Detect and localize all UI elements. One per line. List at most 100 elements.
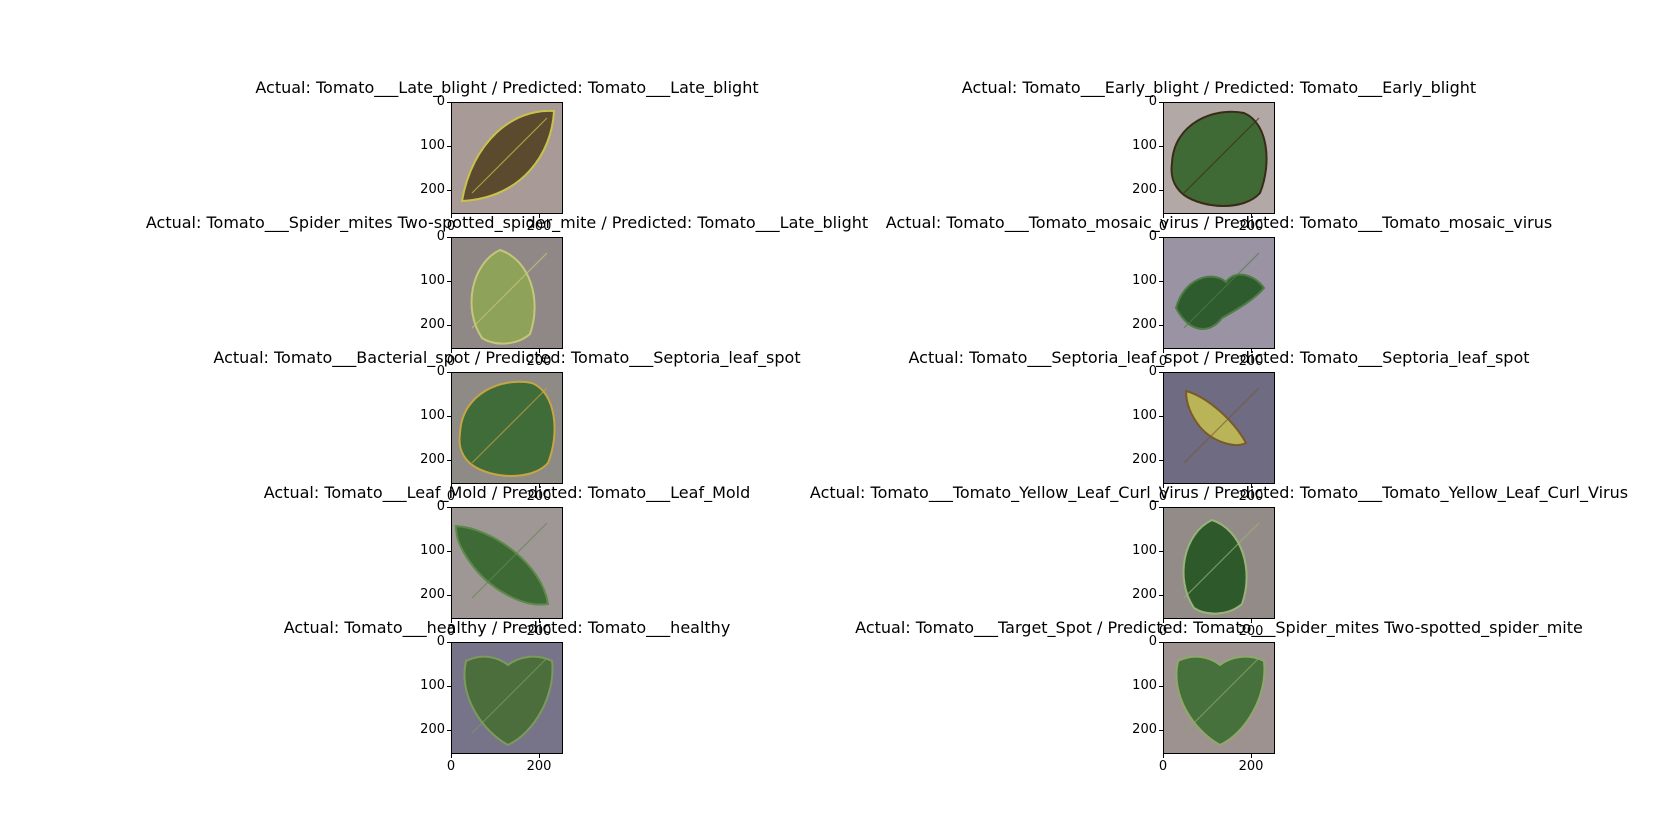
x-tick-mark xyxy=(451,214,452,218)
y-tick-label: 0 xyxy=(1148,229,1157,244)
y-tick-label: 100 xyxy=(420,678,445,693)
y-tick-mark xyxy=(1159,686,1163,687)
y-tick-mark xyxy=(447,686,451,687)
x-tick-mark xyxy=(539,214,540,218)
y-tick-mark xyxy=(447,507,451,508)
y-tick-mark xyxy=(1159,237,1163,238)
x-tick-mark xyxy=(1251,349,1252,353)
y-tick-label: 100 xyxy=(1132,543,1157,558)
leaf-vein xyxy=(1183,117,1260,194)
x-tick-label: 0 xyxy=(1158,354,1168,369)
x-tick-label: 200 xyxy=(526,219,552,234)
y-tick-label: 200 xyxy=(420,587,445,602)
x-tick-mark xyxy=(451,619,452,623)
y-tick-mark xyxy=(447,237,451,238)
x-tick-label: 200 xyxy=(526,489,552,504)
x-tick-mark xyxy=(1163,349,1164,353)
leaf-image-canvas xyxy=(452,643,562,753)
leaf-vein xyxy=(1183,252,1260,329)
x-tick-label: 200 xyxy=(526,354,552,369)
leaf-vein xyxy=(1183,387,1260,464)
x-tick-mark xyxy=(1251,484,1252,488)
x-tick-label: 200 xyxy=(1238,354,1264,369)
leaf-image-canvas xyxy=(452,508,562,618)
y-tick-mark xyxy=(447,416,451,417)
leaf-image xyxy=(451,642,563,754)
y-tick-mark xyxy=(1159,372,1163,373)
y-tick-label: 100 xyxy=(1132,273,1157,288)
leaf-image-canvas xyxy=(1164,103,1274,213)
panel-title: Actual: Tomato___Tomato_Yellow_Leaf_Curl… xyxy=(809,483,1629,502)
x-tick-label: 0 xyxy=(446,489,456,504)
y-tick-label: 0 xyxy=(436,634,445,649)
x-tick-label: 0 xyxy=(446,759,456,774)
y-tick-label: 0 xyxy=(1148,364,1157,379)
leaf-image-canvas xyxy=(452,373,562,483)
y-tick-mark xyxy=(447,372,451,373)
panel-title: Actual: Tomato___Septoria_leaf_spot / Pr… xyxy=(908,348,1530,367)
leaf-vein xyxy=(471,117,548,194)
leaf-shape xyxy=(1184,389,1248,446)
y-tick-mark xyxy=(447,595,451,596)
x-tick-label: 200 xyxy=(1238,624,1264,639)
y-tick-label: 100 xyxy=(1132,138,1157,153)
y-tick-mark xyxy=(447,325,451,326)
leaf-vein xyxy=(471,252,548,329)
leaf-image-canvas xyxy=(452,238,562,348)
x-tick-mark xyxy=(539,754,540,758)
y-tick-mark xyxy=(1159,281,1163,282)
y-tick-mark xyxy=(447,146,451,147)
panel-title: Actual: Tomato___Bacterial_spot / Predic… xyxy=(213,348,801,367)
y-tick-mark xyxy=(447,281,451,282)
x-tick-mark xyxy=(539,619,540,623)
leaf-image xyxy=(1163,372,1275,484)
leaf-shape xyxy=(454,524,550,606)
y-tick-label: 200 xyxy=(1132,722,1157,737)
y-tick-mark xyxy=(1159,730,1163,731)
y-tick-label: 100 xyxy=(420,408,445,423)
panel-title: Actual: Tomato___Late_blight / Predicted… xyxy=(255,78,759,97)
y-tick-label: 200 xyxy=(1132,317,1157,332)
y-tick-label: 0 xyxy=(436,364,445,379)
y-tick-mark xyxy=(1159,507,1163,508)
leaf-image xyxy=(1163,102,1275,214)
x-tick-label: 200 xyxy=(1238,489,1264,504)
y-tick-mark xyxy=(1159,595,1163,596)
y-tick-mark xyxy=(447,551,451,552)
y-tick-label: 200 xyxy=(420,317,445,332)
y-tick-mark xyxy=(447,190,451,191)
leaf-shape xyxy=(1175,655,1266,747)
x-tick-mark xyxy=(451,484,452,488)
x-tick-label: 200 xyxy=(526,624,552,639)
y-tick-label: 200 xyxy=(420,182,445,197)
leaf-image xyxy=(451,237,563,349)
y-tick-mark xyxy=(1159,190,1163,191)
y-tick-mark xyxy=(1159,416,1163,417)
y-tick-mark xyxy=(1159,551,1163,552)
y-tick-mark xyxy=(447,730,451,731)
y-tick-label: 0 xyxy=(436,229,445,244)
y-tick-label: 100 xyxy=(420,543,445,558)
leaf-vein xyxy=(471,522,548,599)
x-tick-label: 0 xyxy=(1158,624,1168,639)
x-tick-mark xyxy=(1251,214,1252,218)
panel-title: Actual: Tomato___healthy / Predicted: To… xyxy=(283,618,731,637)
y-tick-mark xyxy=(1159,146,1163,147)
x-tick-label: 200 xyxy=(526,759,552,774)
y-tick-mark xyxy=(1159,102,1163,103)
x-tick-mark xyxy=(539,349,540,353)
y-tick-label: 0 xyxy=(436,499,445,514)
leaf-image xyxy=(451,507,563,619)
x-tick-mark xyxy=(1163,754,1164,758)
y-tick-mark xyxy=(447,102,451,103)
x-tick-mark xyxy=(1251,754,1252,758)
y-tick-mark xyxy=(447,460,451,461)
panel-title: Actual: Tomato___Tomato_mosaic_virus / P… xyxy=(885,213,1553,232)
leaf-vein xyxy=(471,387,548,464)
leaf-image-canvas xyxy=(1164,238,1274,348)
x-tick-mark xyxy=(1163,619,1164,623)
x-tick-mark xyxy=(1163,484,1164,488)
y-tick-label: 200 xyxy=(420,452,445,467)
x-tick-label: 0 xyxy=(1158,219,1168,234)
